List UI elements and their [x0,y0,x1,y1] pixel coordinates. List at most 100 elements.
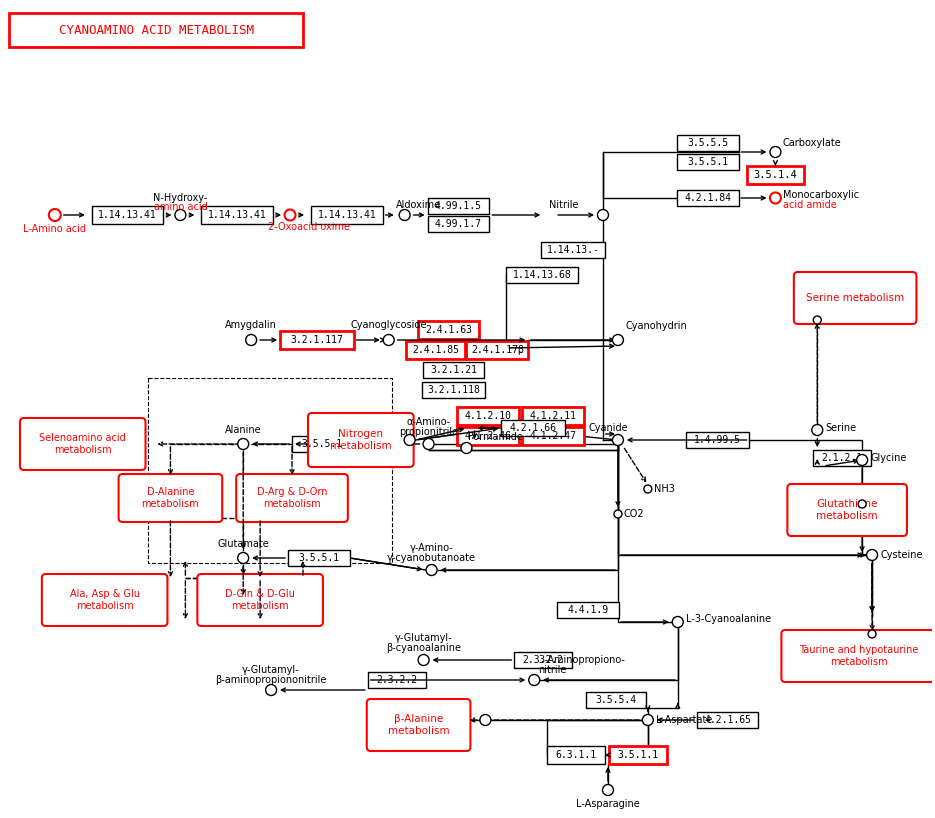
FancyBboxPatch shape [677,154,739,170]
Text: amino acid: amino acid [153,202,208,212]
Text: acid amide: acid amide [784,200,837,210]
FancyBboxPatch shape [367,699,470,751]
FancyBboxPatch shape [523,427,584,445]
Circle shape [614,510,622,518]
Circle shape [858,500,866,508]
FancyBboxPatch shape [677,135,739,151]
Text: γ-Glutamyl-: γ-Glutamyl- [242,665,300,675]
Circle shape [426,564,437,576]
FancyBboxPatch shape [813,450,871,466]
Text: β-aminopropiononitrile: β-aminopropiononitrile [215,675,326,685]
FancyBboxPatch shape [237,474,348,522]
Text: Cyanide: Cyanide [588,423,627,433]
Text: 3.5.1.4: 3.5.1.4 [754,170,798,180]
Text: Glutathione
metabolism: Glutathione metabolism [816,499,878,521]
Text: 2.4.1.17β: 2.4.1.17β [471,345,524,355]
Text: 2.4.1.63: 2.4.1.63 [425,325,472,335]
Circle shape [672,617,683,627]
Circle shape [813,316,821,324]
Circle shape [867,550,878,560]
Circle shape [399,209,410,221]
Text: 6.3.1.1: 6.3.1.1 [555,750,597,760]
FancyBboxPatch shape [280,331,353,349]
FancyBboxPatch shape [541,242,605,258]
Text: 1.4.99.5: 1.4.99.5 [694,435,741,445]
FancyBboxPatch shape [794,272,916,324]
FancyBboxPatch shape [418,321,480,339]
FancyBboxPatch shape [367,672,425,688]
Text: N-Hydroxy-: N-Hydroxy- [153,193,208,203]
Circle shape [266,685,277,695]
FancyBboxPatch shape [677,190,739,206]
Text: Serine: Serine [826,423,856,433]
FancyBboxPatch shape [586,692,646,708]
FancyBboxPatch shape [288,550,350,566]
FancyBboxPatch shape [119,474,223,522]
Text: 4.99.1.5: 4.99.1.5 [435,201,482,211]
Text: Serine metabolism: Serine metabolism [806,293,904,303]
FancyBboxPatch shape [311,206,382,224]
Text: Carboxylate: Carboxylate [783,138,842,148]
Circle shape [383,335,395,345]
Text: 2.4.1.85: 2.4.1.85 [412,345,459,355]
Text: D-Gln & D-Glu
metabolism: D-Gln & D-Glu metabolism [225,589,295,611]
Circle shape [175,209,186,221]
FancyBboxPatch shape [467,341,528,359]
FancyBboxPatch shape [423,362,484,378]
Text: 4.1.2.46: 4.1.2.46 [465,431,511,441]
Text: Cysteine: Cysteine [880,550,923,560]
Text: 4.1.2.47: 4.1.2.47 [529,431,577,441]
Text: 1.14.13.41: 1.14.13.41 [318,210,376,220]
Circle shape [644,485,652,493]
Text: L-Amino acid: L-Amino acid [23,224,86,234]
FancyBboxPatch shape [547,746,605,764]
Text: 1.14.13.-: 1.14.13.- [547,245,599,255]
FancyBboxPatch shape [197,574,323,626]
Text: 3.5.5.1: 3.5.5.1 [687,157,728,167]
Text: 3.5.5.1: 3.5.5.1 [301,439,342,449]
Text: 4.2.1.66: 4.2.1.66 [510,423,556,433]
Circle shape [49,209,61,221]
Text: β-Alanine
metabolism: β-Alanine metabolism [388,714,450,736]
Text: Ala, Asp & Glu
metabolism: Ala, Asp & Glu metabolism [69,589,139,611]
Text: L-Asparagine: L-Asparagine [576,799,640,809]
Text: 2-Oxoacid oxime: 2-Oxoacid oxime [268,222,350,232]
Text: 1.14.13.41: 1.14.13.41 [208,210,266,220]
FancyBboxPatch shape [507,267,578,283]
FancyBboxPatch shape [427,216,489,232]
Circle shape [812,425,823,435]
Circle shape [404,434,415,446]
Text: β-cyanoalanine: β-cyanoalanine [386,643,461,653]
Circle shape [480,714,491,726]
FancyBboxPatch shape [201,206,273,224]
Circle shape [642,714,654,726]
Circle shape [423,438,434,450]
Text: 4.2.1.65: 4.2.1.65 [704,715,751,725]
Text: 1.14.13.68: 1.14.13.68 [512,270,571,280]
FancyBboxPatch shape [457,407,519,425]
FancyBboxPatch shape [746,166,804,184]
Text: 2.1.2.1: 2.1.2.1 [822,453,863,463]
Text: Glycine: Glycine [870,453,906,463]
FancyBboxPatch shape [609,746,667,764]
Circle shape [418,654,429,666]
FancyBboxPatch shape [406,341,466,359]
Text: γ-Glutamyl-: γ-Glutamyl- [395,633,453,643]
FancyBboxPatch shape [42,574,167,626]
Circle shape [597,209,609,221]
Text: 1.14.13.41: 1.14.13.41 [98,210,157,220]
Circle shape [868,630,876,638]
Circle shape [246,335,256,345]
Text: 4.2.1.84: 4.2.1.84 [684,193,731,203]
FancyBboxPatch shape [20,418,146,470]
Circle shape [770,192,781,204]
Text: Formamide: Formamide [468,432,524,442]
FancyBboxPatch shape [292,436,352,452]
Circle shape [856,455,868,465]
Circle shape [237,438,249,450]
Text: 3.2.1.117: 3.2.1.117 [291,335,343,345]
Text: Nitrogen
metabolism: Nitrogen metabolism [330,429,392,451]
Text: L-3-Cyanoalanine: L-3-Cyanoalanine [685,614,770,624]
FancyBboxPatch shape [697,712,758,728]
FancyBboxPatch shape [501,420,565,436]
